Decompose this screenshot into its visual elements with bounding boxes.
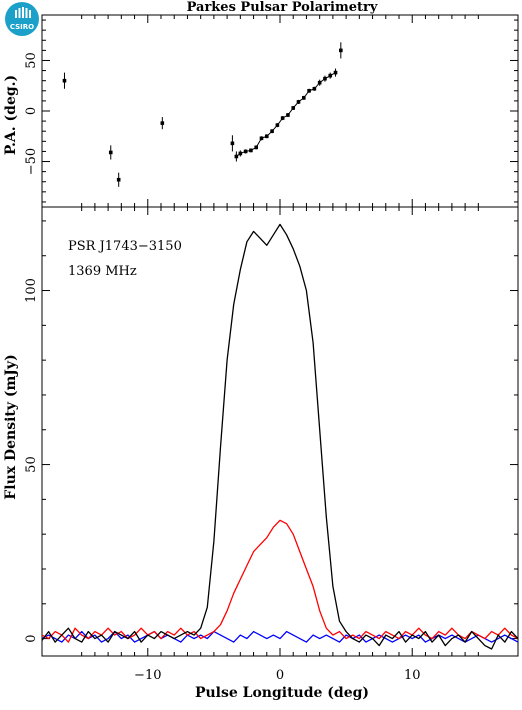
pa-marker <box>234 154 239 159</box>
axis-tick-labels: −10 0 10 50 0 −50 0 50 100 <box>24 52 420 683</box>
x-tick-label: 0 <box>276 668 284 683</box>
x-tick-label: −10 <box>134 668 161 683</box>
flux-y-tick-label: 0 <box>24 634 39 642</box>
pa-point <box>116 172 121 187</box>
pa-y-tick-label: −50 <box>24 148 39 175</box>
pa-marker <box>62 78 67 83</box>
longitude-axis-label: Pulse Longitude (deg) <box>195 685 369 701</box>
pa-marker <box>108 150 113 155</box>
pa-axis-label: P.A. (deg.) <box>3 75 19 155</box>
csiro-logo: CSIRO <box>5 2 39 36</box>
chart-title: Parkes Pulsar Polarimetry <box>187 0 378 15</box>
pa-point <box>230 135 235 152</box>
csiro-logo-text: CSIRO <box>10 23 34 31</box>
csiro-logo-bars-icon <box>15 7 31 18</box>
total-intensity-line <box>41 223 519 650</box>
pa-swing-line <box>236 72 336 157</box>
pa-point <box>234 151 239 162</box>
pa-marker <box>160 121 165 125</box>
pa-point <box>62 72 67 89</box>
frequency-label: 1369 MHz <box>68 264 137 279</box>
linear-polarization-line <box>41 519 519 643</box>
pa-marker <box>339 48 343 53</box>
axis-ticks <box>42 15 518 656</box>
pa-marker <box>116 177 121 182</box>
pa-point <box>108 145 113 160</box>
pa-point <box>160 117 165 130</box>
flux-y-tick-label: 100 <box>24 278 39 303</box>
pulsar-name-label: PSR J1743−3150 <box>68 239 182 254</box>
pa-marker <box>230 141 235 146</box>
pa-y-tick-label: 0 <box>24 107 39 115</box>
pa-point <box>339 42 343 59</box>
pa-points <box>62 42 343 187</box>
flux-y-tick-label: 50 <box>24 456 39 473</box>
pa-y-tick-label: 50 <box>24 52 39 69</box>
x-tick-label: 10 <box>404 668 421 683</box>
flux-series <box>41 223 519 650</box>
flux-axis-label: Flux Density (mJy) <box>3 354 19 499</box>
top-panel-frame <box>41 14 519 208</box>
